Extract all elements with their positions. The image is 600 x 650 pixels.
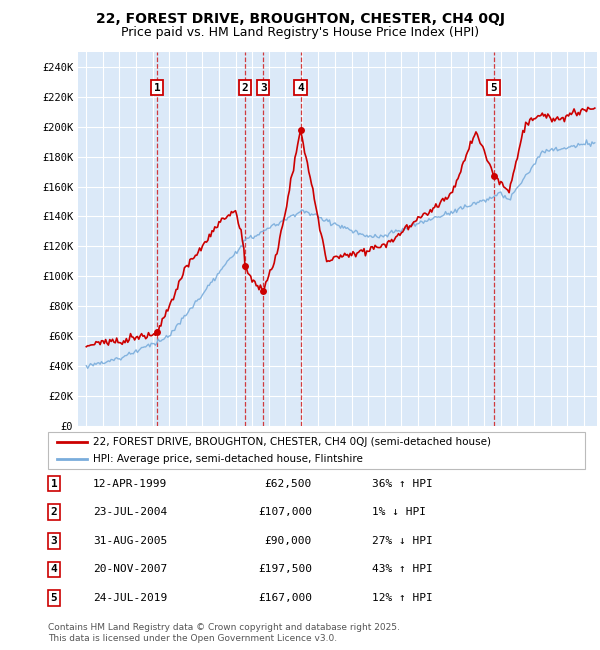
Text: 27% ↓ HPI: 27% ↓ HPI: [372, 536, 433, 546]
Text: 4: 4: [297, 83, 304, 92]
Text: 3: 3: [260, 83, 266, 92]
Text: £90,000: £90,000: [265, 536, 312, 546]
Text: 36% ↑ HPI: 36% ↑ HPI: [372, 478, 433, 489]
Text: 20-NOV-2007: 20-NOV-2007: [93, 564, 167, 575]
Text: Contains HM Land Registry data © Crown copyright and database right 2025.
This d: Contains HM Land Registry data © Crown c…: [48, 623, 400, 643]
Text: 2: 2: [241, 83, 248, 92]
Text: 12% ↑ HPI: 12% ↑ HPI: [372, 593, 433, 603]
Text: 2: 2: [50, 507, 58, 517]
Text: 22, FOREST DRIVE, BROUGHTON, CHESTER, CH4 0QJ (semi-detached house): 22, FOREST DRIVE, BROUGHTON, CHESTER, CH…: [93, 437, 491, 447]
Text: HPI: Average price, semi-detached house, Flintshire: HPI: Average price, semi-detached house,…: [93, 454, 363, 463]
Text: 24-JUL-2019: 24-JUL-2019: [93, 593, 167, 603]
Text: 22, FOREST DRIVE, BROUGHTON, CHESTER, CH4 0QJ: 22, FOREST DRIVE, BROUGHTON, CHESTER, CH…: [95, 12, 505, 26]
Text: Price paid vs. HM Land Registry's House Price Index (HPI): Price paid vs. HM Land Registry's House …: [121, 26, 479, 39]
Text: 31-AUG-2005: 31-AUG-2005: [93, 536, 167, 546]
Text: 4: 4: [50, 564, 58, 575]
Text: 12-APR-1999: 12-APR-1999: [93, 478, 167, 489]
Text: £167,000: £167,000: [258, 593, 312, 603]
Text: 5: 5: [490, 83, 497, 92]
Text: 23-JUL-2004: 23-JUL-2004: [93, 507, 167, 517]
Text: 1: 1: [50, 478, 58, 489]
Text: 43% ↑ HPI: 43% ↑ HPI: [372, 564, 433, 575]
Text: 1: 1: [154, 83, 161, 92]
Text: £62,500: £62,500: [265, 478, 312, 489]
Text: 1% ↓ HPI: 1% ↓ HPI: [372, 507, 426, 517]
Text: £107,000: £107,000: [258, 507, 312, 517]
Text: 3: 3: [50, 536, 58, 546]
Text: £197,500: £197,500: [258, 564, 312, 575]
Text: 5: 5: [50, 593, 58, 603]
